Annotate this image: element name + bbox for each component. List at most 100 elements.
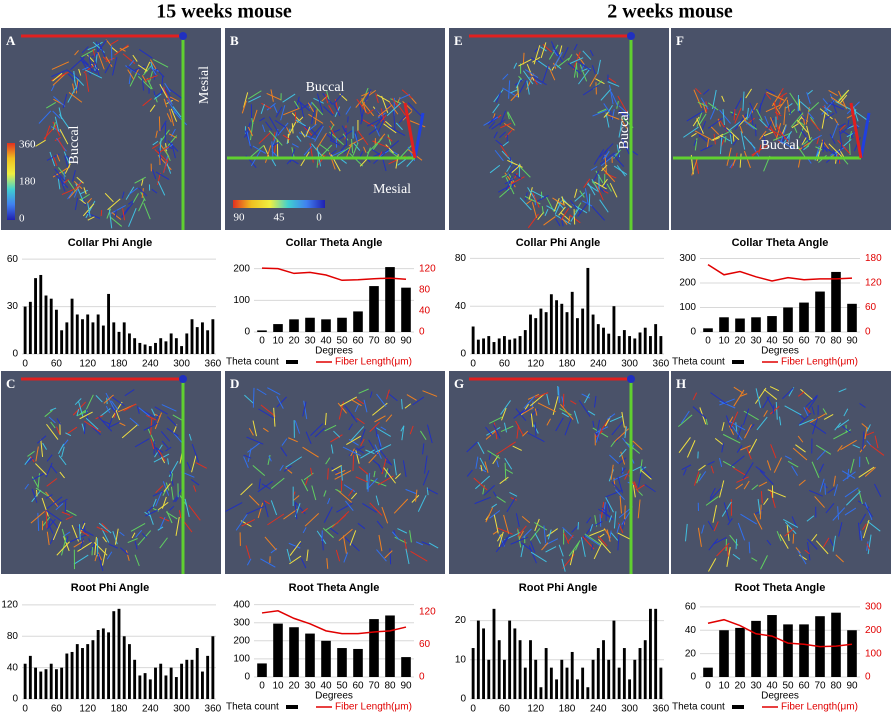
fiber	[50, 519, 60, 530]
fiber	[387, 125, 406, 137]
bar	[34, 278, 37, 354]
fiber	[64, 155, 69, 170]
x-tick-label: 30	[304, 681, 316, 692]
fiber	[376, 94, 390, 103]
fiber	[90, 425, 101, 436]
fiber	[97, 553, 104, 571]
fiber	[369, 421, 380, 433]
fiber	[618, 457, 627, 464]
fiber	[128, 70, 132, 85]
fiber	[753, 513, 763, 530]
fiber	[291, 123, 294, 134]
fiber	[832, 507, 846, 521]
fiber	[325, 457, 331, 465]
bar	[847, 303, 857, 332]
bar	[539, 308, 543, 354]
bar	[534, 318, 538, 354]
fiber	[103, 394, 114, 404]
fiber	[114, 210, 117, 218]
fiber	[155, 171, 170, 180]
x-tick-label: 20	[734, 336, 746, 347]
fiber	[809, 412, 827, 424]
fiber	[426, 487, 429, 496]
colorbar	[233, 200, 325, 208]
fiber	[134, 541, 138, 550]
bar	[54, 309, 58, 354]
fiber	[106, 551, 113, 560]
fiber	[266, 93, 282, 101]
bar	[107, 293, 111, 354]
fiber	[777, 139, 795, 150]
bar	[122, 322, 126, 354]
fiber	[559, 45, 563, 55]
fiber	[68, 186, 80, 199]
fiber	[762, 135, 766, 145]
fiber	[286, 548, 291, 562]
bar	[581, 308, 585, 354]
fiber	[595, 428, 602, 443]
fiber	[596, 419, 601, 436]
fiber	[731, 425, 743, 441]
fiber	[531, 202, 538, 219]
fiber	[264, 536, 277, 551]
fiber	[527, 432, 545, 443]
bar	[44, 669, 48, 699]
fiber	[184, 498, 190, 517]
fiber	[598, 538, 611, 554]
fiber	[318, 144, 333, 159]
fiber	[474, 496, 491, 505]
bar	[289, 627, 299, 677]
fiber	[736, 476, 749, 483]
fiber	[801, 137, 807, 145]
fiber	[746, 107, 749, 121]
fiber	[547, 529, 552, 540]
fiber	[386, 468, 391, 478]
fiber	[303, 145, 313, 156]
fiber	[860, 530, 863, 541]
fiber	[46, 496, 63, 510]
fiber	[305, 431, 312, 444]
image-panel	[225, 371, 445, 574]
fiber	[340, 144, 347, 151]
fiber	[59, 129, 69, 145]
fiber	[112, 530, 118, 545]
fiber	[166, 416, 178, 427]
fiber	[522, 70, 534, 85]
fiber	[377, 104, 393, 117]
fiber	[522, 528, 532, 539]
fiber	[568, 540, 581, 557]
fiber	[169, 96, 180, 102]
bar	[487, 659, 491, 699]
fiber	[282, 134, 291, 141]
bar	[143, 673, 147, 699]
legend-label: Fiber Length(μm)	[335, 357, 412, 368]
x-tick-label: 80	[384, 681, 396, 692]
fiber	[141, 533, 147, 539]
fiber	[742, 114, 748, 124]
x-tick-label: 30	[750, 681, 762, 692]
fiber	[489, 510, 501, 519]
fiber	[160, 75, 164, 93]
fiber	[349, 152, 364, 167]
fiber	[149, 104, 156, 112]
y-tick-label: 20	[455, 615, 467, 626]
fiber	[46, 518, 56, 530]
fiber	[141, 75, 147, 83]
fiber	[377, 434, 382, 447]
fiber	[127, 538, 138, 544]
fiber	[243, 454, 252, 459]
fiber	[412, 396, 425, 406]
fiber	[808, 102, 820, 112]
fiber	[134, 438, 150, 448]
fiber	[324, 412, 327, 426]
y-tick-label: 80	[7, 631, 19, 642]
colorbar-label: 360	[19, 139, 36, 151]
fiber	[597, 535, 608, 547]
fiber	[340, 465, 343, 481]
fiber	[712, 536, 727, 545]
fiber	[866, 424, 871, 432]
fiber	[573, 410, 579, 424]
fiber	[126, 65, 139, 74]
y-tick-label: 100	[233, 654, 250, 665]
fiber	[861, 423, 869, 430]
